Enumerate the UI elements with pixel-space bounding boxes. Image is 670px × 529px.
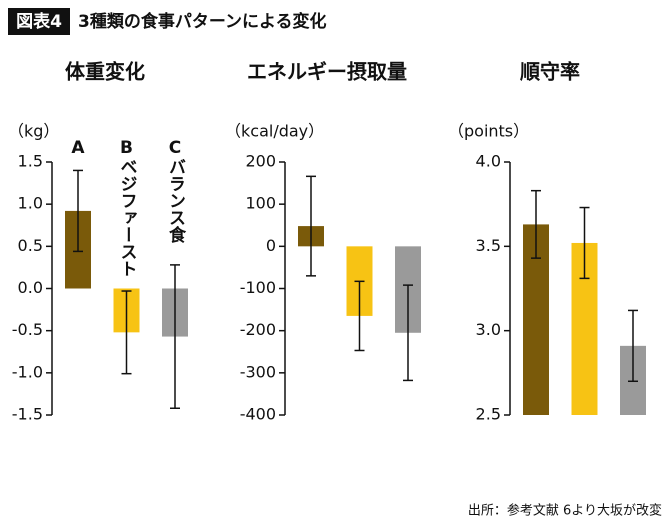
y-tick-label: 3.0: [476, 320, 501, 339]
y-tick-label: 4.0: [476, 152, 501, 171]
chart-title: 体重変化: [65, 60, 145, 84]
header-badge: [8, 8, 70, 35]
y-tick-label: 1.0: [18, 194, 43, 213]
y-tick-label: 3.5: [476, 236, 501, 255]
y-tick-label: -200: [240, 320, 276, 339]
y-axis-label: （points）: [448, 122, 529, 141]
category-label: Bベジファースト: [117, 138, 138, 277]
category-label: Cバランス食: [165, 138, 186, 244]
y-tick-label: -100: [240, 278, 276, 297]
y-tick-label: 200: [245, 152, 276, 171]
chart-title: エネルギー摂取量: [247, 60, 407, 84]
y-axis-label: （kcal/day）: [225, 122, 324, 141]
y-tick-label: -1.5: [12, 405, 43, 424]
y-tick-label: 1.5: [18, 152, 43, 171]
y-tick-label: 2.5: [476, 405, 501, 424]
y-tick-label: -0.5: [12, 320, 43, 339]
header-label: 図表4: [16, 11, 62, 32]
y-tick-label: -1.0: [12, 362, 43, 381]
y-tick-label: 100: [245, 194, 276, 213]
category-label: A: [71, 138, 85, 158]
chart-title: 順守率: [520, 60, 580, 84]
y-tick-label: -300: [240, 362, 276, 381]
y-tick-label: -400: [240, 405, 276, 424]
y-tick-label: 0: [266, 236, 276, 255]
y-tick-label: 0.5: [18, 236, 43, 255]
y-tick-label: 0.0: [18, 278, 43, 297]
header-title: 3種類の食事パターンによる変化: [78, 11, 326, 32]
y-axis-label: （kg）: [8, 122, 59, 141]
footer: 出所：参考文献 6より大坂が改変: [468, 503, 662, 519]
